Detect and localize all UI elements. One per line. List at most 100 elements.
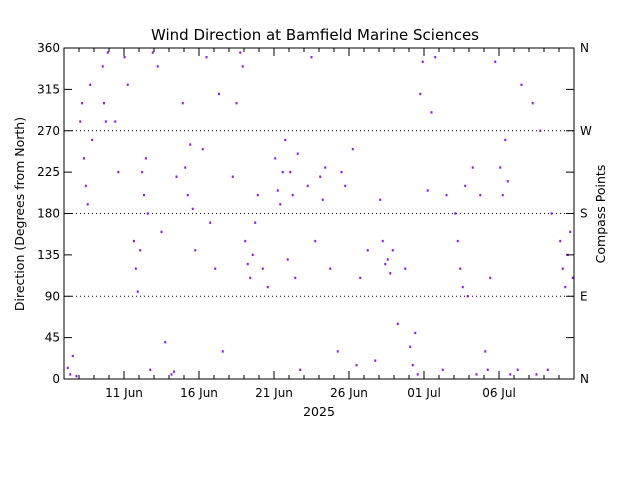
- x-tick-label: 21 Jun: [255, 386, 293, 400]
- data-point: [559, 239, 562, 243]
- data-point: [201, 147, 204, 151]
- data-point: [396, 322, 399, 326]
- data-point: [430, 111, 433, 114]
- data-point: [231, 175, 234, 178]
- data-point: [550, 212, 553, 215]
- data-point: [79, 120, 82, 123]
- data-point: [251, 253, 254, 257]
- data-point: [291, 193, 294, 197]
- data-point: [101, 65, 104, 68]
- data-point: [235, 101, 238, 105]
- data-point: [284, 138, 287, 142]
- data-point: [359, 276, 362, 280]
- y-tick-label: 225: [37, 165, 60, 179]
- data-point: [564, 285, 567, 289]
- data-point: [156, 65, 159, 68]
- data-point: [386, 258, 389, 261]
- tick-labels: 0 45 90 135 180 225 270 315 360 N E S W N 11 Jun 16 Jun…: [37, 41, 592, 400]
- data-point: [509, 373, 512, 376]
- data-point: [117, 170, 120, 174]
- data-point: [539, 129, 542, 132]
- data-point: [324, 166, 327, 169]
- data-point: [456, 239, 459, 243]
- data-point: [261, 267, 264, 270]
- data-point: [351, 147, 354, 151]
- data-point: [416, 373, 419, 376]
- data-point: [89, 83, 92, 86]
- data-point: [141, 170, 144, 174]
- data-point: [189, 143, 192, 146]
- data-point: [299, 368, 302, 372]
- y-axis-label: Direction (Degrees from North): [12, 117, 27, 311]
- data-point: [336, 350, 339, 353]
- compass-point-label: S: [580, 207, 588, 221]
- data-point: [289, 170, 292, 174]
- x-axis-label: 2025: [303, 404, 335, 419]
- data-point: [421, 60, 424, 63]
- data-point: [133, 239, 135, 243]
- data-point: [535, 373, 538, 376]
- data-point: [66, 366, 69, 370]
- data-point: [205, 55, 208, 59]
- data-point: [494, 60, 497, 63]
- data-point: [321, 198, 324, 201]
- data-point: [411, 364, 414, 367]
- compass-point-label: N: [580, 41, 589, 55]
- data-point: [279, 203, 282, 206]
- data-point: [104, 120, 107, 123]
- data-point: [69, 373, 72, 376]
- data-point: [379, 198, 382, 201]
- data-point: [114, 120, 117, 123]
- x-tick-label: 11 Jun: [105, 386, 143, 400]
- data-point: [186, 193, 189, 197]
- data-point: [314, 239, 317, 243]
- data-point: [244, 239, 247, 243]
- data-point: [146, 212, 149, 215]
- data-point: [355, 364, 358, 367]
- data-point: [256, 193, 259, 197]
- data-point: [484, 350, 487, 353]
- data-point: [184, 166, 187, 169]
- x-tick-label: 26 Jun: [330, 386, 368, 400]
- data-point: [286, 258, 289, 261]
- data-point: [499, 166, 502, 169]
- data-point: [71, 354, 74, 358]
- data-point: [569, 230, 572, 234]
- data-point: [306, 184, 309, 188]
- y-tick-label: 270: [37, 124, 60, 138]
- data-point: [441, 368, 444, 372]
- gridlines: [64, 130, 574, 297]
- data-point: [571, 276, 574, 280]
- data-point: [516, 368, 519, 372]
- compass-point-label: W: [580, 124, 592, 138]
- data-point: [281, 170, 284, 174]
- data-point: [506, 180, 509, 183]
- data-point: [191, 207, 194, 211]
- data-point: [239, 51, 242, 54]
- data-point: [151, 51, 154, 54]
- data-point: [466, 295, 469, 298]
- data-point: [75, 375, 78, 378]
- data-point: [475, 373, 478, 376]
- x-tick-label: 16 Jun: [180, 386, 218, 400]
- data-point: [504, 138, 507, 142]
- y-tick-label: 180: [37, 207, 60, 221]
- data-point: [106, 51, 109, 54]
- x-tick-label: 01 Jul: [407, 386, 441, 400]
- data-point: [459, 267, 462, 270]
- x-tick-label: 06 Jul: [482, 386, 516, 400]
- data-point: [254, 221, 257, 224]
- data-point: [479, 193, 482, 197]
- data-point: [419, 92, 422, 96]
- data-point: [123, 55, 126, 59]
- y-tick-label: 360: [37, 41, 60, 55]
- data-point: [221, 350, 224, 353]
- data-point: [83, 157, 85, 160]
- data-point: [501, 193, 504, 197]
- data-point: [103, 101, 105, 105]
- y-tick-label: 90: [45, 289, 60, 303]
- data-point: [126, 83, 129, 86]
- data-point: [144, 157, 147, 160]
- data-point: [276, 189, 279, 192]
